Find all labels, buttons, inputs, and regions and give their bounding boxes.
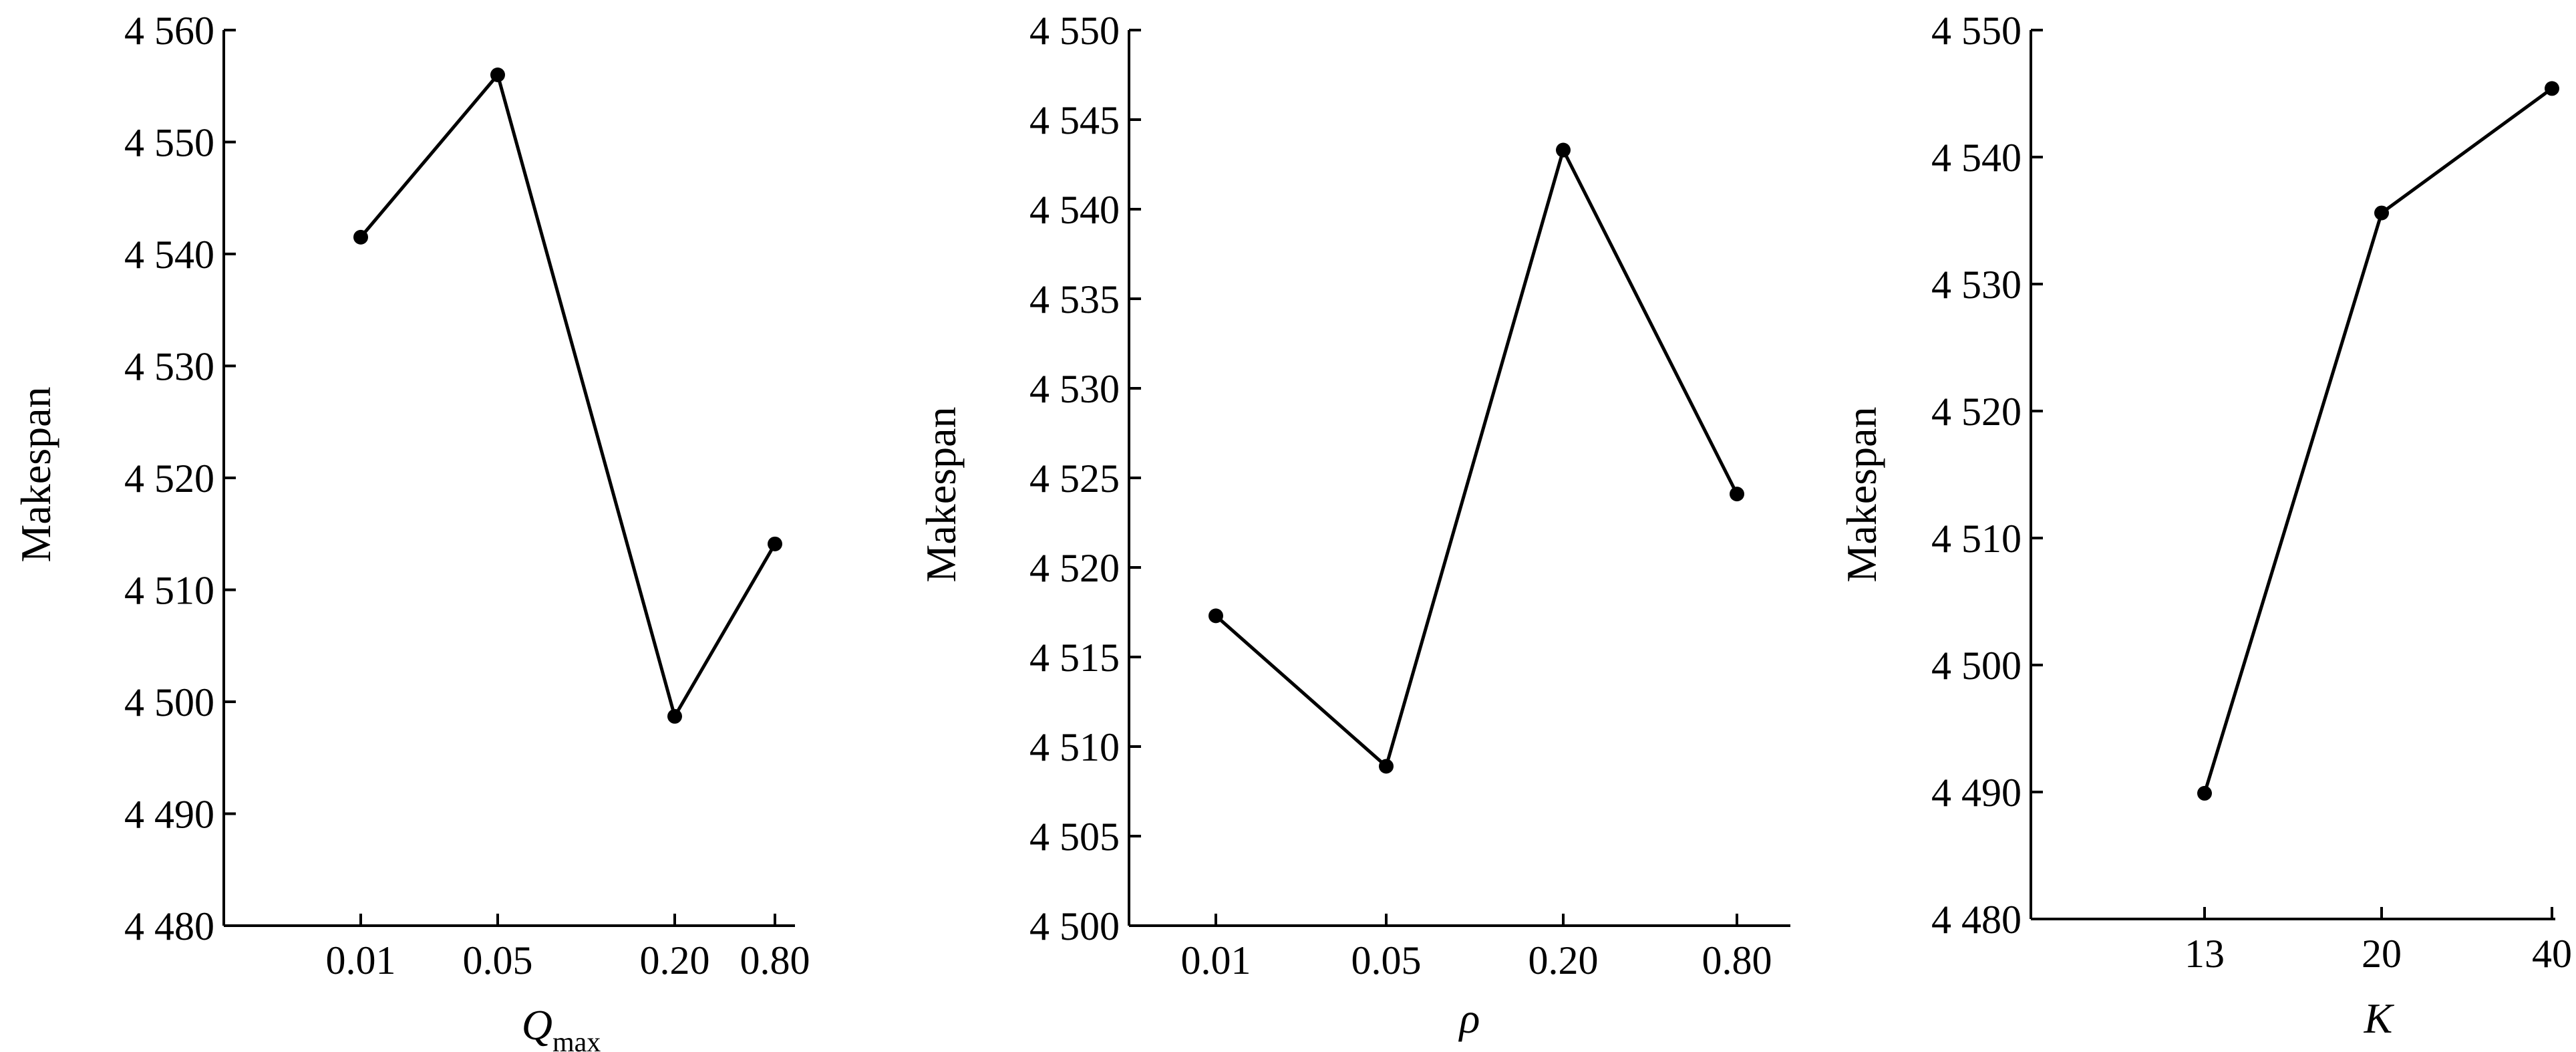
x-tick-label: 0.05 (1351, 938, 1422, 982)
y-tick-label: 4 490 (1931, 771, 2022, 815)
data-point (490, 68, 505, 82)
series-line (2203, 87, 2553, 794)
x-tick-label: 0.01 (326, 938, 396, 982)
chart-panel-k: Makespan K 4 480 4 490 4 500 4 510 4 520 4 53… (1838, 9, 2572, 1042)
series-line (359, 73, 777, 718)
x-tick-label: 0.01 (1181, 938, 1251, 982)
y-tick-label: 4 540 (1931, 136, 2022, 180)
y-tick-label: 4 550 (1029, 9, 1120, 53)
y-tick-label: 4 500 (1931, 644, 2022, 688)
y-tick-label: 4 525 (1029, 456, 1120, 501)
y-tick-label: 4 480 (124, 904, 214, 948)
y-tick-label: 4 510 (1931, 517, 2022, 561)
y-tick-label: 4 530 (1029, 367, 1120, 411)
y-tick-label: 4 530 (124, 345, 214, 389)
y-tick-label: 4 500 (1029, 904, 1120, 948)
data-point (1730, 487, 1744, 502)
series-line (1215, 148, 1739, 768)
data-point (1209, 608, 1223, 624)
x-tick-label: 13 (2185, 932, 2225, 976)
y-tick-label: 4 550 (1931, 9, 2022, 53)
y-tick-label: 4 520 (1029, 546, 1120, 590)
x-axis-title-subscript: max (552, 1027, 601, 1052)
x-tick-label: 0.05 (463, 938, 533, 982)
y-axis-title: Makespan (917, 406, 965, 582)
y-tick-label: 4 510 (1029, 725, 1120, 769)
data-point (768, 536, 782, 551)
y-tick-label: 4 540 (1029, 188, 1120, 232)
x-tick-label: 20 (2362, 932, 2402, 976)
x-axis-title-main: Q (522, 1001, 552, 1049)
x-axis-title: K (2364, 995, 2395, 1042)
data-point (2197, 785, 2212, 801)
data-point (353, 229, 368, 245)
y-tick-label: 4 510 (124, 569, 214, 613)
data-point (1556, 142, 1571, 158)
y-axis-title: Makespan (1838, 406, 1885, 582)
x-axis-title: ρ (1458, 995, 1480, 1042)
x-tick-label: 0.80 (740, 938, 810, 982)
y-tick-label: 4 530 (1931, 263, 2022, 307)
chart-panel-qmax: Makespan Qmax 4 480 4 490 4 500 4 510 4 520 4… (12, 9, 810, 1052)
y-tick-label: 4 540 (124, 233, 214, 277)
y-axis-title: Makespan (12, 386, 59, 562)
y-tick-label: 4 505 (1029, 815, 1120, 859)
y-tick-label: 4 550 (124, 121, 214, 165)
y-tick-label: 4 500 (124, 680, 214, 725)
y-tick-label: 4 520 (124, 456, 214, 501)
chart-panel-rho: Makespan ρ 4 500 4 505 4 510 4 515 4 520 4 52… (917, 9, 1790, 1042)
x-tick-label: 0.80 (1702, 938, 1772, 982)
data-point (2545, 81, 2559, 96)
y-tick-label: 4 515 (1029, 636, 1120, 680)
x-axis-title: Qmax (522, 1001, 601, 1052)
y-tick-label: 4 560 (124, 9, 214, 53)
data-point (667, 708, 682, 724)
y-tick-label: 4 545 (1029, 98, 1120, 142)
y-tick-label: 4 520 (1931, 390, 2022, 434)
y-tick-label: 4 490 (124, 793, 214, 837)
x-tick-label: 40 (2532, 932, 2572, 976)
data-point (2374, 205, 2389, 221)
x-tick-label: 0.20 (640, 938, 710, 982)
x-tick-label: 0.20 (1528, 938, 1599, 982)
data-point (1379, 759, 1394, 774)
y-tick-label: 4 535 (1029, 277, 1120, 321)
y-tick-label: 4 480 (1931, 898, 2022, 942)
